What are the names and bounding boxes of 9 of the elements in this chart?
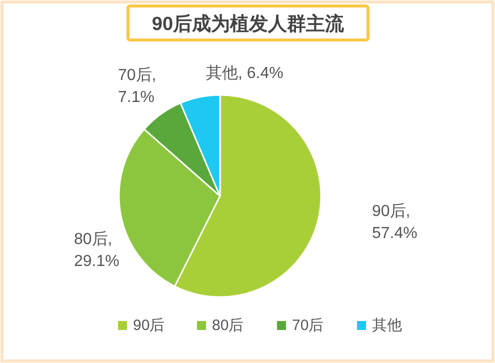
data-label: 70后, 7.1% xyxy=(118,66,156,106)
data-label: 其他, 6.4% xyxy=(206,64,284,82)
legend-label: 70后 xyxy=(292,317,324,334)
data-label: 80后, 29.1% xyxy=(74,230,120,270)
chart-title: 90后成为植发人群主流 xyxy=(152,13,346,35)
data-label: 90后, 57.4% xyxy=(372,202,418,242)
legend-label: 90后 xyxy=(133,317,165,334)
legend-label: 80后 xyxy=(212,317,244,334)
legend-label: 其他 xyxy=(372,317,402,334)
